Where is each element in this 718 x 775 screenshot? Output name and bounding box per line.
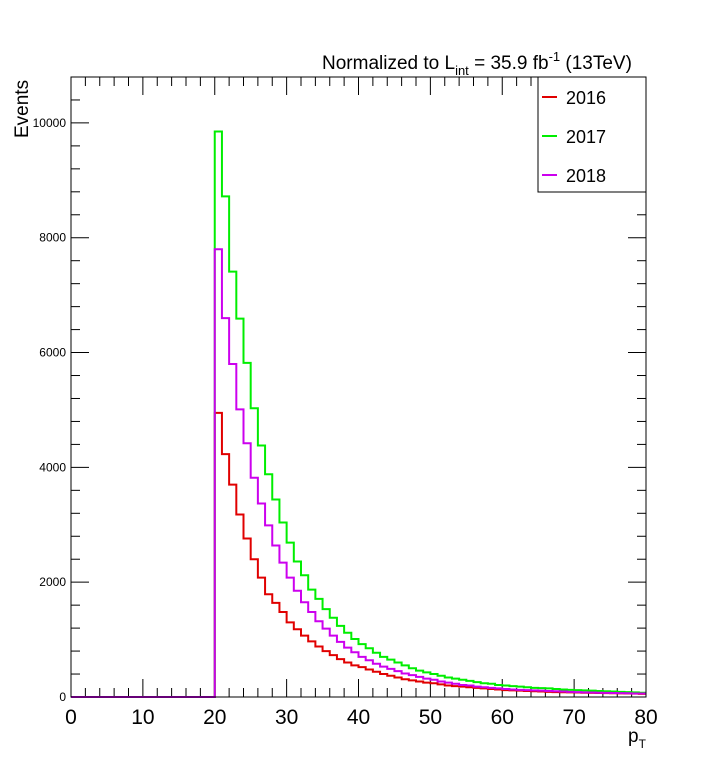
x-tick-label-10: 10 <box>131 706 154 729</box>
y-tick-label-10000: 10000 <box>33 116 67 130</box>
x-tick-label-50: 50 <box>419 706 442 729</box>
title-superscript: -1 <box>549 49 561 64</box>
legend-label-2017: 2017 <box>566 127 606 147</box>
title-subscript: int <box>455 63 469 78</box>
y-tick-label-8000: 8000 <box>39 231 66 245</box>
title-suffix: (13TeV) <box>560 53 632 74</box>
legend-label-2016: 2016 <box>566 88 606 108</box>
y-tick-label-2000: 2000 <box>39 575 66 589</box>
legend: 2016 2017 2018 <box>538 77 646 192</box>
legend-label-2018: 2018 <box>566 166 606 186</box>
title-prefix: Normalized to L <box>322 53 455 74</box>
y-tick-label-0: 0 <box>59 690 66 704</box>
x-tick-label-30: 30 <box>275 706 298 729</box>
y-tick-label-4000: 4000 <box>39 460 66 474</box>
x-axis-label-sub: T <box>639 737 647 751</box>
x-tick-label-70: 70 <box>562 706 585 729</box>
x-tick-label-0: 0 <box>65 706 77 729</box>
x-tick-label-60: 60 <box>491 706 514 729</box>
x-tick-label-40: 40 <box>347 706 370 729</box>
title-middle: = 35.9 fb <box>469 53 549 74</box>
y-axis-label: Events <box>12 80 33 138</box>
x-tick-label-20: 20 <box>203 706 226 729</box>
chart-title: Normalized to Lint = 35.9 fb-1 (13TeV) <box>322 49 632 78</box>
x-axis-label-main: p <box>628 726 639 747</box>
y-tick-label-6000: 6000 <box>39 346 66 360</box>
x-tick-label-80: 80 <box>634 706 657 729</box>
